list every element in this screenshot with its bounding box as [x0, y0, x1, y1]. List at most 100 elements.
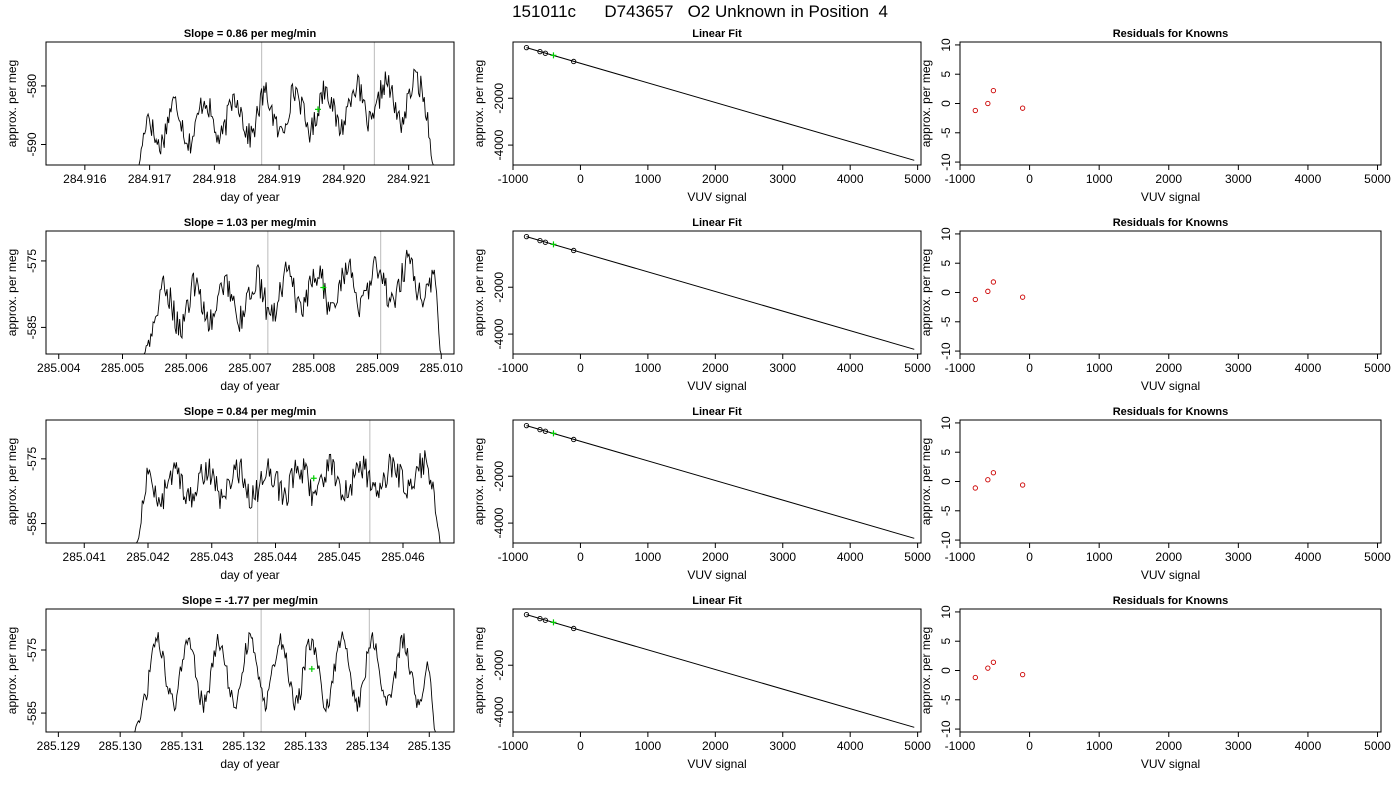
x-tick-label: 284.917	[128, 172, 172, 186]
y-axis-label: approx. per meg	[5, 627, 19, 714]
plot-frame	[959, 230, 1382, 355]
y-axis-label: approx. per meg	[5, 249, 19, 336]
data-point	[542, 50, 549, 56]
data-point	[985, 665, 991, 671]
y-axis-label: approx. per meg	[5, 60, 19, 147]
x-tick-label: 2000	[702, 739, 729, 753]
x-tick-label: 285.131	[160, 739, 204, 753]
y-tick-label: -585	[25, 511, 39, 535]
chart-panel-1-1: Slope = 0.86 per meg/min day of year appro…	[5, 28, 455, 204]
y-tick-label: -5	[939, 127, 953, 138]
panel-title: Slope = -1.77 per meg/min	[182, 595, 318, 607]
x-tick-label: 5000	[1364, 739, 1391, 753]
x-axis-label: VUV signal	[1141, 757, 1200, 771]
y-tick-label: -575	[25, 249, 39, 273]
x-tick-label: 285.044	[254, 550, 298, 564]
x-tick-label: 285.130	[98, 739, 142, 753]
plot-frame	[45, 419, 455, 544]
x-tick-label: 285.129	[37, 739, 81, 753]
x-tick-label: 5000	[1364, 172, 1391, 186]
chart-panel-3-2: Linear Fit VUV signal approx. per meg -1000…	[472, 406, 931, 582]
series-line	[136, 68, 435, 166]
x-tick-label: 285.134	[346, 739, 390, 753]
data-point	[537, 615, 543, 622]
panel-title: Residuals for Knowns	[1113, 28, 1229, 40]
data-point	[990, 87, 997, 94]
x-tick-label: 0	[577, 550, 584, 564]
x-tick-label: -1000	[498, 550, 529, 564]
y-tick-label: -585	[25, 701, 39, 725]
data-point	[972, 296, 978, 303]
x-axis-label: VUV signal	[687, 568, 746, 582]
x-tick-label: 3000	[769, 361, 796, 375]
x-tick-label: 3000	[769, 739, 796, 753]
x-tick-label: 285.046	[381, 550, 425, 564]
y-tick-label: -4000	[492, 507, 506, 538]
plot-frame	[45, 41, 455, 166]
x-tick-label: 3000	[1225, 739, 1252, 753]
x-axis-label: VUV signal	[687, 190, 746, 204]
y-tick-label: 5	[939, 638, 953, 645]
chart-panel-4-1: Slope = -1.77 per meg/min day of year appr…	[5, 595, 455, 771]
y-tick-label: -575	[25, 638, 39, 662]
y-axis-label: approx. per meg	[919, 627, 933, 714]
panel-title: Linear Fit	[692, 595, 742, 607]
x-axis-label: VUV signal	[687, 379, 746, 393]
y-tick-label: -580	[25, 74, 39, 98]
data-point	[571, 436, 577, 443]
x-tick-label: 2000	[1155, 172, 1182, 186]
x-tick-label: 0	[1026, 361, 1033, 375]
x-tick-label: 5000	[904, 361, 931, 375]
x-axis-label: day of year	[220, 379, 279, 393]
data-point	[571, 58, 577, 65]
x-tick-label: 2000	[1155, 550, 1182, 564]
data-point	[542, 239, 549, 245]
chart-panel-1-3: Residuals for Knowns VUV signal approx. pe…	[919, 28, 1391, 204]
y-tick-label: 5	[939, 260, 953, 267]
x-tick-label: 5000	[904, 172, 931, 186]
y-tick-label: -575	[25, 447, 39, 471]
data-point	[542, 428, 549, 434]
x-tick-label: 1000	[635, 172, 662, 186]
x-tick-label: -1000	[498, 172, 529, 186]
y-tick-label: 0	[939, 478, 953, 485]
x-tick-label: 1000	[1086, 172, 1113, 186]
x-tick-label: 0	[577, 361, 584, 375]
page-title: 151011c D743657 O2 Unknown in Position 4	[512, 2, 888, 21]
data-point	[571, 625, 577, 632]
plot-frame	[959, 419, 1382, 544]
x-tick-label: 3000	[769, 550, 796, 564]
x-tick-label: 285.042	[126, 550, 170, 564]
x-tick-label: 285.041	[63, 550, 107, 564]
data-point	[985, 288, 991, 294]
y-axis-label: approx. per meg	[472, 249, 486, 336]
x-tick-label: 5000	[1364, 361, 1391, 375]
x-tick-label: 0	[1026, 172, 1033, 186]
x-tick-label: 5000	[1364, 550, 1391, 564]
y-tick-label: -4000	[492, 129, 506, 160]
x-tick-label: 2000	[1155, 739, 1182, 753]
fit-line	[526, 614, 915, 728]
chart-panel-2-2: Linear Fit VUV signal approx. per meg -1000…	[472, 217, 931, 393]
x-tick-label: 1000	[635, 550, 662, 564]
y-tick-label: -5	[939, 694, 953, 705]
x-tick-label: 0	[577, 172, 584, 186]
y-tick-label: -585	[25, 315, 39, 339]
y-tick-label: -590	[25, 132, 39, 156]
data-point	[990, 470, 997, 476]
chart-panel-4-3: Residuals for Knowns VUV signal approx. pe…	[919, 595, 1391, 771]
chart-panel-4-2: Linear Fit VUV signal approx. per meg -1000…	[472, 595, 931, 771]
y-tick-label: -2000	[492, 461, 506, 492]
series-line	[132, 631, 436, 733]
x-tick-label: 285.007	[228, 361, 272, 375]
data-point	[990, 279, 997, 285]
y-axis-label: approx. per meg	[919, 60, 933, 147]
y-axis-label: approx. per meg	[472, 627, 486, 714]
x-axis-label: VUV signal	[1141, 190, 1200, 204]
plot-frame	[45, 608, 455, 733]
data-point	[542, 617, 549, 623]
panel-title: Residuals for Knowns	[1113, 595, 1229, 607]
plot-frame	[512, 41, 922, 166]
x-tick-label: 4000	[837, 172, 864, 186]
x-tick-label: 1000	[1086, 550, 1113, 564]
